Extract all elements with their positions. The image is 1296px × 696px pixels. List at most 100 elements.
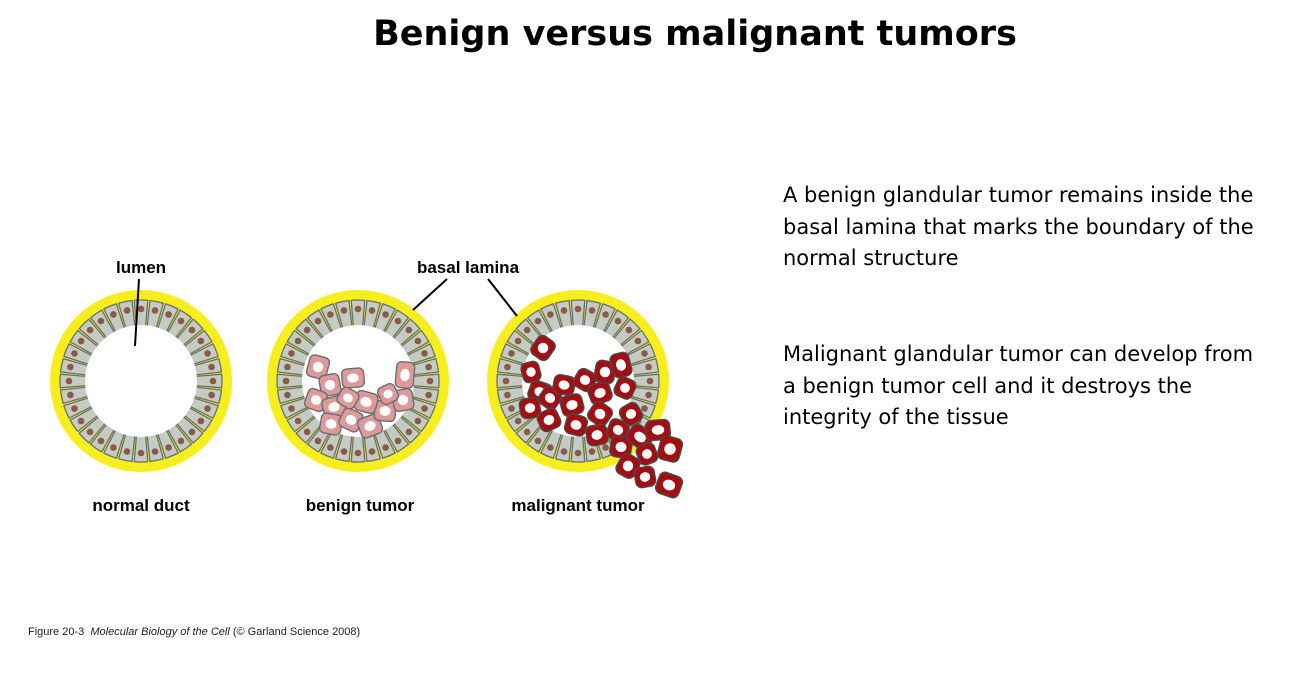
lumen-normal [85, 325, 197, 437]
lumen-label: lumen [116, 258, 166, 277]
cell-nucleus [77, 337, 85, 345]
tumor-cell [518, 396, 542, 420]
cell-nucleus [368, 448, 376, 455]
cell-nucleus [151, 307, 159, 314]
tumor-cell [530, 334, 556, 362]
cell-nucleus [602, 444, 609, 451]
benign-duct [267, 290, 449, 472]
tumor-cell [318, 373, 342, 397]
cell-nucleus [208, 391, 215, 399]
cell-nucleus [123, 448, 131, 455]
cell-nucleus [314, 317, 322, 325]
cell-nucleus [110, 311, 117, 318]
malignant-tumor-cells [518, 334, 684, 499]
cell-nucleus [86, 326, 94, 334]
cell-nucleus [514, 417, 522, 425]
cell-nucleus [641, 350, 648, 357]
basal-lamina-pointer-left [412, 278, 448, 311]
tumor-cell [593, 359, 617, 385]
tumor-cell [336, 386, 360, 410]
tumor-cell [319, 412, 343, 436]
cell-nucleus [425, 391, 432, 399]
cell-nucleus [137, 449, 145, 457]
cell-nucleus [77, 417, 85, 425]
cell-nucleus [354, 449, 362, 457]
epithelial-cell [59, 373, 87, 389]
cell-nucleus [354, 305, 362, 313]
cell-nucleus [165, 311, 172, 318]
cell-nucleus [288, 405, 295, 412]
benign-description: A benign glandular tumor remains inside … [783, 183, 1254, 271]
basal-lamina-label: basal lamina [417, 258, 520, 277]
cell-nucleus [197, 337, 205, 345]
tumor-cell [644, 418, 672, 442]
cell-nucleus [534, 437, 542, 445]
cell-nucleus [86, 428, 94, 436]
tumor-cell [552, 374, 576, 396]
tumor-cell [559, 393, 585, 417]
lumen-pointer-line [134, 278, 140, 347]
malignant-description: Malignant glandular tumor can develop fr… [783, 342, 1254, 430]
epithelial-cell [570, 435, 586, 463]
tumor-cell [654, 471, 684, 499]
cell-nucleus [534, 317, 542, 325]
cell-nucleus [394, 317, 402, 325]
cell-nucleus [314, 437, 322, 445]
cell-nucleus [282, 377, 290, 385]
cell-nucleus [303, 326, 311, 334]
cell-nucleus [421, 405, 428, 412]
epithelium-ring-normal [59, 299, 223, 463]
epithelial-cell [133, 435, 149, 463]
cell-nucleus [209, 377, 217, 385]
cell-nucleus [560, 307, 568, 314]
tumor-cell [618, 401, 644, 427]
cell-nucleus [284, 391, 291, 399]
cell-nucleus [504, 363, 511, 371]
cell-nucleus [65, 377, 73, 385]
tumor-cell [587, 401, 613, 427]
cell-nucleus [67, 391, 74, 399]
tumor-cell [635, 442, 659, 466]
tumor-cell [376, 382, 400, 406]
cell-nucleus [634, 337, 642, 345]
cell-nucleus [382, 311, 389, 318]
normal-duct-label: normal duct [92, 496, 190, 515]
cell-nucleus [204, 350, 211, 357]
cell-nucleus [588, 448, 596, 455]
normal-duct [50, 290, 232, 472]
tumor-cell [340, 367, 366, 389]
cell-nucleus [71, 350, 78, 357]
cell-nucleus [327, 444, 334, 451]
cell-nucleus [523, 428, 531, 436]
tumor-cell [656, 435, 684, 463]
cell-nucleus [405, 326, 413, 334]
tumor-cell [563, 413, 589, 437]
cell-nucleus [560, 448, 568, 455]
cell-nucleus [588, 307, 596, 314]
basal-lamina-pointer-right [487, 278, 518, 317]
tumor-cell [536, 407, 562, 433]
cell-nucleus [602, 311, 609, 318]
cell-nucleus [514, 337, 522, 345]
cell-nucleus [197, 417, 205, 425]
malignant-tumor-label: malignant tumor [511, 496, 645, 515]
cell-nucleus [208, 363, 215, 371]
cell-nucleus [414, 417, 422, 425]
cell-nucleus [303, 428, 311, 436]
cell-nucleus [426, 377, 434, 385]
cell-nucleus [502, 377, 510, 385]
benign-tumor-label: benign tumor [306, 496, 415, 515]
cell-nucleus [547, 311, 554, 318]
cell-nucleus [547, 444, 554, 451]
citation-publisher: (© Garland Science 2008) [232, 626, 361, 638]
benign-tumor-cells [303, 354, 416, 439]
cell-nucleus [177, 317, 185, 325]
cell-nucleus [641, 405, 648, 412]
epithelial-cell [276, 373, 304, 389]
tumor-cell [609, 351, 633, 379]
cell-nucleus [123, 307, 131, 314]
cell-nucleus [294, 337, 302, 345]
cell-nucleus [288, 350, 295, 357]
epithelial-cell [195, 373, 223, 389]
cell-nucleus [394, 437, 402, 445]
